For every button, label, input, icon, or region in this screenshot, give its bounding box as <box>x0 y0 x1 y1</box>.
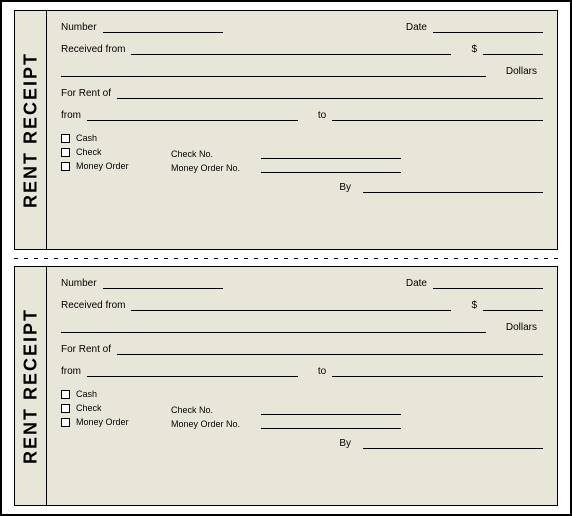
vertical-title-bar: RENT RECEIPT <box>15 11 47 249</box>
to-date-field[interactable] <box>332 365 543 377</box>
by-signature-field[interactable] <box>363 181 543 193</box>
check-label: Check <box>76 403 102 413</box>
received-from-label: Received from <box>61 44 125 55</box>
receipt-title: RENT RECEIPT <box>20 52 41 208</box>
received-from-field[interactable] <box>131 43 451 55</box>
money-order-checkbox[interactable] <box>61 418 70 427</box>
cash-checkbox[interactable] <box>61 390 70 399</box>
money-order-label: Money Order <box>76 417 129 427</box>
from-date-field[interactable] <box>87 109 298 121</box>
check-label: Check <box>76 147 102 157</box>
from-date-field[interactable] <box>87 365 298 377</box>
payment-method-section: Cash Check Money Order Check No. Money O… <box>61 131 543 173</box>
amount-field[interactable] <box>483 299 543 311</box>
receipt-body: Number Date Received from $ Dollars For … <box>47 267 557 505</box>
for-rent-of-label: For Rent of <box>61 88 111 99</box>
cash-label: Cash <box>76 389 97 399</box>
date-field[interactable] <box>433 277 543 289</box>
amount-field[interactable] <box>483 43 543 55</box>
for-rent-of-label: For Rent of <box>61 344 111 355</box>
amount-words-field[interactable] <box>61 65 486 77</box>
to-date-field[interactable] <box>332 109 543 121</box>
check-checkbox[interactable] <box>61 148 70 157</box>
money-order-no-field[interactable] <box>261 419 401 429</box>
money-order-label: Money Order <box>76 161 129 171</box>
dollars-label: Dollars <box>506 66 537 77</box>
tear-line <box>14 250 558 266</box>
money-order-no-label: Money Order No. <box>171 163 261 173</box>
date-label: Date <box>406 278 427 289</box>
payment-method-section: Cash Check Money Order Check No. Money O… <box>61 387 543 429</box>
money-order-checkbox[interactable] <box>61 162 70 171</box>
check-no-field[interactable] <box>261 405 401 415</box>
by-label: By <box>339 182 351 193</box>
by-signature-field[interactable] <box>363 437 543 449</box>
received-from-field[interactable] <box>131 299 451 311</box>
receipt-title: RENT RECEIPT <box>20 308 41 464</box>
check-no-label: Check No. <box>171 149 261 159</box>
number-label: Number <box>61 278 97 289</box>
from-label: from <box>61 366 81 377</box>
cash-checkbox[interactable] <box>61 134 70 143</box>
dollars-label: Dollars <box>506 322 537 333</box>
from-label: from <box>61 110 81 121</box>
money-order-no-field[interactable] <box>261 163 401 173</box>
receipt-body: Number Date Received from $ Dollars For … <box>47 11 557 249</box>
amount-words-field[interactable] <box>61 321 486 333</box>
received-from-label: Received from <box>61 300 125 311</box>
vertical-title-bar: RENT RECEIPT <box>15 267 47 505</box>
to-label: to <box>318 366 326 377</box>
to-label: to <box>318 110 326 121</box>
money-order-no-label: Money Order No. <box>171 419 261 429</box>
check-checkbox[interactable] <box>61 404 70 413</box>
dollar-sign: $ <box>471 44 477 55</box>
for-rent-of-field[interactable] <box>117 343 543 355</box>
number-label: Number <box>61 22 97 33</box>
date-field[interactable] <box>433 21 543 33</box>
check-no-field[interactable] <box>261 149 401 159</box>
for-rent-of-field[interactable] <box>117 87 543 99</box>
rent-receipt-1: RENT RECEIPT Number Date Received from $… <box>14 10 558 250</box>
date-label: Date <box>406 22 427 33</box>
dollar-sign: $ <box>471 300 477 311</box>
rent-receipt-2: RENT RECEIPT Number Date Received from $… <box>14 266 558 506</box>
cash-label: Cash <box>76 133 97 143</box>
page-frame: RENT RECEIPT Number Date Received from $… <box>0 0 572 516</box>
number-field[interactable] <box>103 21 223 33</box>
number-field[interactable] <box>103 277 223 289</box>
by-label: By <box>339 438 351 449</box>
check-no-label: Check No. <box>171 405 261 415</box>
